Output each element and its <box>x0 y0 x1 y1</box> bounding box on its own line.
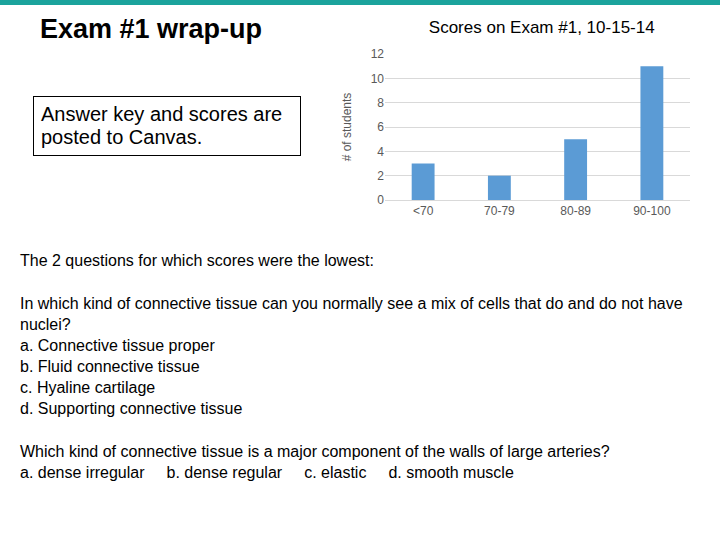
svg-text:2: 2 <box>377 169 384 183</box>
svg-text:70-79: 70-79 <box>484 204 515 218</box>
html-text:c. elastic: c. elastic <box>304 464 367 481</box>
svg-text:0: 0 <box>377 193 384 207</box>
html-text:a. Connective tissue proper: a. Connective tissue proper <box>20 337 215 354</box>
svg-text:8: 8 <box>377 96 384 110</box>
svg-text:Scores on Exam #1, 10-15-14: Scores on Exam #1, 10-15-14 <box>429 18 655 37</box>
html-text:Exam #1 wrap-up: Exam #1 wrap-up <box>40 14 263 44</box>
svg-text:10: 10 <box>371 72 385 86</box>
html-text:b. Fluid connective tissue: b. Fluid connective tissue <box>20 358 200 375</box>
html-text:The 2 questions for which scor: The 2 questions for which scores were th… <box>20 252 374 269</box>
html-text:b. dense regular: b. dense regular <box>166 464 283 481</box>
html-text:d. Supporting connective tissu: d. Supporting connective tissue <box>20 400 243 417</box>
svg-text:# of students: # of students <box>340 93 354 162</box>
html-text:Which kind of connective tissu: Which kind of connective tissue is a maj… <box>20 443 610 460</box>
svg-text:90-100: 90-100 <box>633 204 671 218</box>
svg-text:<70: <70 <box>413 204 434 218</box>
html-text:In which kind of connective ti: In which kind of connective tissue can y… <box>20 295 683 333</box>
svg-text:4: 4 <box>377 145 384 159</box>
html-text:d. smooth muscle: d. smooth muscle <box>388 464 514 481</box>
svg-text:80-89: 80-89 <box>560 204 591 218</box>
html-text:a. dense irregular: a. dense irregular <box>20 464 145 481</box>
svg-text:12: 12 <box>371 47 385 61</box>
svg-text:6: 6 <box>377 120 384 134</box>
html-text:Answer key and scores are post: Answer key and scores are posted to Canv… <box>41 103 283 148</box>
html-text:c. Hyaline cartilage: c. Hyaline cartilage <box>20 379 156 396</box>
